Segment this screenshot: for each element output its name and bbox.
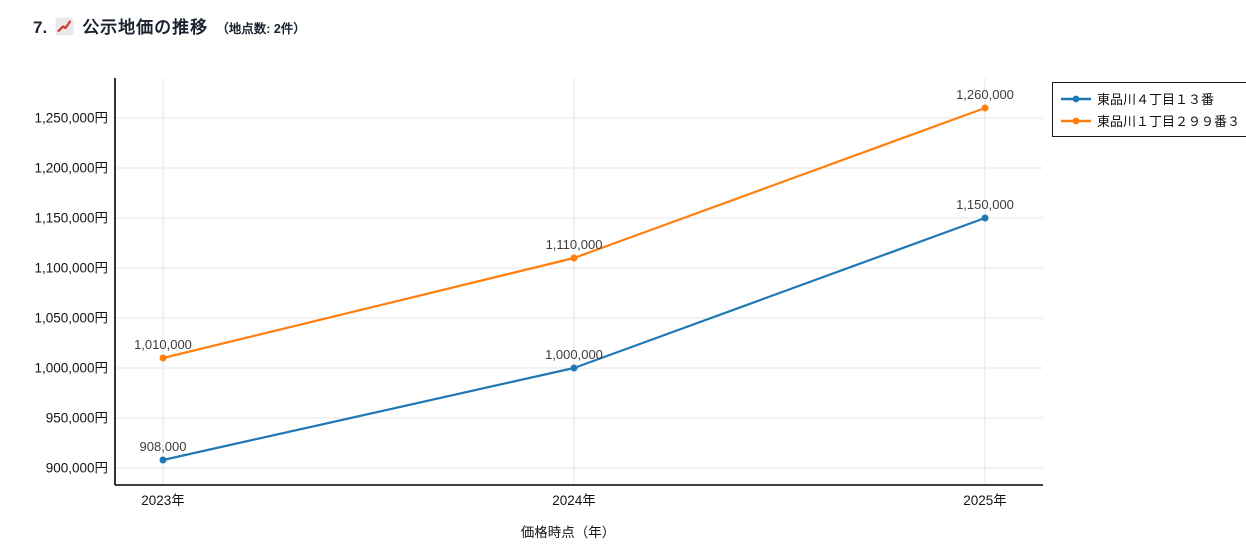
chart-subtitle: （地点数: 2件） [216,22,306,36]
legend-line-marker-icon [1061,117,1091,124]
chart-header: 7. 公示地価の推移 （地点数: 2件） [33,13,306,38]
data-point-label: 1,000,000 [545,347,603,362]
y-tick-label: 1,150,000円 [34,211,108,226]
data-point [159,354,167,362]
data-point [570,364,578,372]
data-point-label: 1,260,000 [956,87,1014,102]
legend-item-series-0: 東品川４丁目１３番 [1061,89,1240,108]
data-point-label: 1,110,000 [546,237,603,252]
chart-title: 公示地価の推移 [82,18,209,37]
y-tick-label: 1,050,000円 [34,311,108,326]
x-tick-label: 2025年 [963,493,1007,508]
y-tick-label: 1,000,000円 [34,361,108,376]
y-tick-label: 1,250,000円 [34,111,108,126]
x-tick-label: 2024年 [552,493,596,508]
y-tick-label: 900,000円 [46,461,108,476]
data-point [159,456,167,464]
data-point [570,254,578,262]
data-point [981,214,989,222]
x-axis-title: 価格時点（年） [521,525,616,540]
legend-line-marker-icon [1061,95,1091,102]
data-point [981,104,989,112]
chart-legend: 東品川４丁目１３番 東品川１丁目２９９番３ [1052,82,1246,137]
data-point-label: 1,010,000 [134,337,192,352]
y-tick-label: 1,200,000円 [34,161,108,176]
section-number: 7. [33,18,48,37]
legend-item-series-1: 東品川１丁目２９９番３ [1061,111,1240,130]
data-point-label: 908,000 [140,439,187,454]
legend-label: 東品川１丁目２９９番３ [1097,114,1241,129]
data-point-label: 1,150,000 [956,197,1014,212]
legend-label: 東品川４丁目１３番 [1097,92,1215,107]
chart-increasing-icon [55,17,74,36]
y-tick-label: 1,100,000円 [34,261,108,276]
x-tick-label: 2023年 [141,493,185,508]
y-tick-label: 950,000円 [46,411,108,426]
